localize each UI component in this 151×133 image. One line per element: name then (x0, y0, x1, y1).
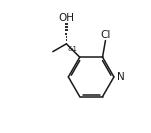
Text: OH: OH (58, 13, 74, 23)
Text: Cl: Cl (100, 30, 111, 40)
Text: &1: &1 (67, 46, 77, 52)
Text: N: N (117, 72, 125, 82)
